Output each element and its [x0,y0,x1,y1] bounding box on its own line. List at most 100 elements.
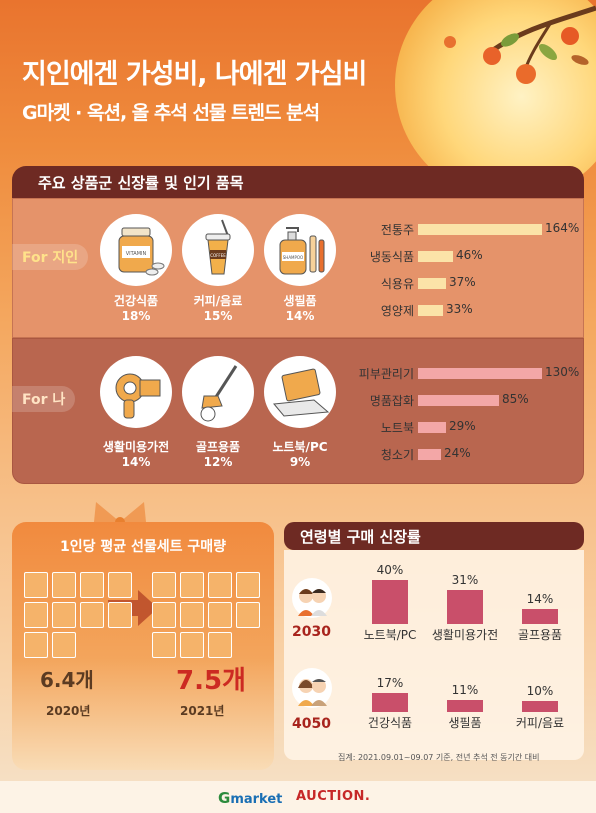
gift-box-icon [24,572,48,598]
vitamin-bottle-icon: VITAMIN [100,214,172,286]
gift-box-icon [180,632,204,658]
bar-rect [418,278,446,289]
gift-box-icon [24,632,48,658]
auction-logo: AUCTION. [296,789,371,804]
bar-category-label: 명품잡화 [369,394,414,408]
bar-value-label: 85% [502,392,529,406]
gift-box-icon [180,602,204,628]
age-bar-value: 17% [376,676,404,690]
bar-rect [418,422,446,433]
young-couple-icon [292,578,332,618]
bar-value-label: 29% [449,419,476,433]
bar-category-label: 청소기 [380,448,414,462]
age-bar [447,700,483,712]
item-label: 건강식품 18% [113,294,159,323]
svg-text:SHAMPOO: SHAMPOO [283,255,303,260]
age-bar-value: 31% [451,573,479,587]
persimmon-branch-illustration [444,5,596,84]
gift-box-icon [208,632,232,658]
for-others-label: For 지인 [12,244,89,270]
age-bar [447,590,483,624]
bar-value-label: 37% [449,275,476,289]
gift-box-icon [80,572,104,598]
age-bar [522,701,558,712]
section1-header: 주요 상품군 신장률 및 인기 품목 [12,166,584,198]
item-label: 생활미용가전 14% [102,440,170,469]
age-group-2030: 2030 [292,624,331,640]
age-bar [372,693,408,712]
item-label: 골프용품 12% [195,440,241,469]
bar-rect [418,395,499,406]
age-bar-value: 40% [376,563,404,577]
shampoo-bottle-icon: SHAMPOO [264,214,336,286]
gift-set-title: 1인당 평균 선물세트 구매량 [59,539,227,555]
bar-value-label: 130% [545,365,580,379]
amount-2020: 6.4개 [40,668,94,692]
year-2021: 2021년 [180,704,225,718]
for-me-label: For 나 [12,386,76,412]
age-growth-panel [284,550,584,760]
gmarket-logo: Gmarket [218,789,283,807]
age-bar-category: 생활미용가전 [431,628,499,642]
svg-text:VITAMIN: VITAMIN [126,251,147,257]
gift-box-icon [152,632,176,658]
item-label: 커피/음료 15% [193,294,243,323]
gift-box-icon [236,602,260,628]
age-bar-value: 14% [526,592,554,606]
svg-text:COFFEE: COFFEE [210,253,226,258]
bar-value-label: 24% [444,446,471,460]
source-note: 집계: 2021.09.01~09.07 기준, 전년 추석 전 동기간 대비 [338,753,540,762]
age-growth-header: 연령별 구매 신장률 [284,522,584,550]
age-bar-category: 노트북/PC [363,628,417,642]
gift-box-icon [108,602,132,628]
item-label: 노트북/PC 9% [272,440,328,469]
gift-box-icon [236,572,260,598]
bar-rect [418,305,443,316]
ribbon-bow-icon [94,502,146,526]
footer [0,781,596,813]
bar-value-label: 164% [545,221,580,235]
bar-value-label: 46% [456,248,483,262]
year-2020: 2020년 [46,704,91,718]
bar-rect [418,449,441,460]
age-group-4050: 4050 [292,716,331,732]
age-bar [522,609,558,624]
age-bar-category: 골프용품 [517,628,563,642]
gift-box-icon [152,572,176,598]
page-title: 지인에겐 가성비, 나에겐 가심비 [22,59,367,90]
bar-value-label: 33% [446,302,473,316]
page-subtitle: G마켓 · 옥션, 올 추석 선물 트렌드 분석 [22,102,320,124]
gift-box-icon [80,602,104,628]
age-bar [372,580,408,624]
gift-box-icon [208,572,232,598]
gift-box-icon [180,572,204,598]
gift-box-icon [108,572,132,598]
item-label: 생필품 14% [283,294,317,323]
age-bar-value: 11% [451,683,479,697]
bar-category-label: 영양제 [380,304,414,318]
bar-category-label: 식용유 [380,277,414,291]
middle-aged-couple-icon [292,668,332,708]
bar-category-label: 전통주 [380,223,414,237]
gift-box-icon [52,602,76,628]
gift-box-icon [52,632,76,658]
gift-box-icon [24,602,48,628]
coffee-cup-icon: COFFEE [182,214,254,286]
bar-rect [418,251,453,262]
bar-category-label: 냉동식품 [369,250,414,264]
age-bar-value: 10% [526,684,554,698]
bar-category-label: 피부관리기 [358,367,414,381]
age-bar-category: 건강식품 [367,716,413,730]
gift-box-icon [208,602,232,628]
arrow-right-icon [108,590,158,626]
age-bar-category: 커피/음료 [515,716,565,730]
laptop-icon [264,356,336,428]
golf-club-icon [182,356,254,428]
gift-box-icon [152,602,176,628]
bar-category-label: 노트북 [380,421,414,435]
bar-rect [418,368,542,379]
gift-box-icon [52,572,76,598]
amount-2021: 7.5개 [176,666,246,696]
age-bar-category: 생필품 [448,716,482,730]
bar-rect [418,224,542,235]
